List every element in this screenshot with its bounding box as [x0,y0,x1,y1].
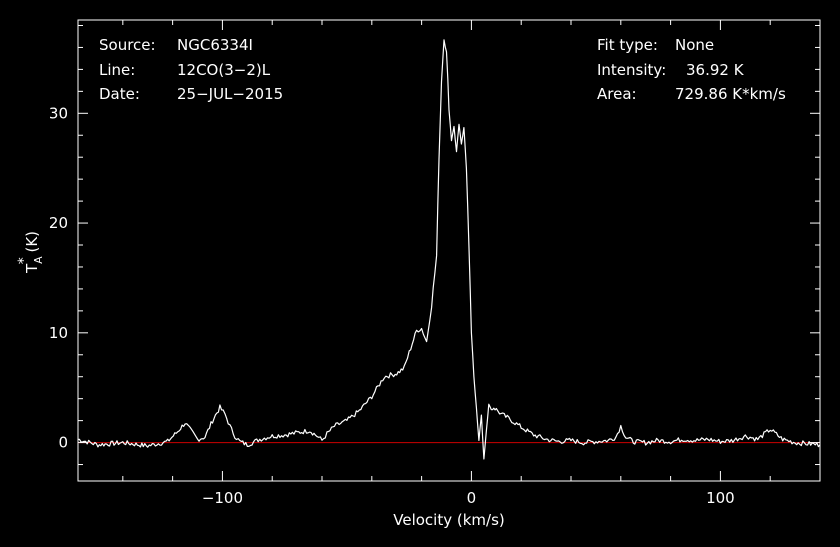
x-axis-ticks: −100 0 100 [122,20,821,507]
fit-type-key: Fit type: [597,36,658,54]
source-value: NGC6334I [177,36,253,54]
line-key: Line: [99,61,135,79]
intensity-value: 36.92 K [686,61,745,79]
date-key: Date: [99,85,140,103]
plot-frame [77,19,821,482]
area-value: 729.86 K*km/s [675,85,786,103]
source-key: Source: [99,36,156,54]
x-tick-label: 100 [706,489,735,507]
spectrum-line [77,39,821,460]
y-tick-label: 10 [49,324,68,342]
y-axis-label-sub: A [32,256,45,264]
x-tick-label: 0 [467,489,477,507]
x-tick-label: −100 [202,489,243,507]
y-axis-ticks: 0 10 20 30 [49,24,820,466]
y-axis-label-unit: (K) [23,231,41,257]
x-axis-label: Velocity (km/s) [393,511,504,529]
intensity-key: Intensity: [597,61,666,79]
y-tick-label: 20 [49,214,68,232]
y-axis-label: TA* (K) [16,231,45,274]
y-axis-label-sup: * [16,257,32,264]
area-key: Area: [597,85,637,103]
y-axis-label-main: T [23,263,41,274]
fit-type-value: None [675,36,714,54]
svg-text:TA* (K): TA* (K) [16,231,45,274]
line-value: 12CO(3−2)L [177,61,271,79]
y-tick-label: 30 [49,104,68,122]
date-value: 25−JUL−2015 [177,85,283,103]
y-tick-label: 0 [58,434,68,452]
